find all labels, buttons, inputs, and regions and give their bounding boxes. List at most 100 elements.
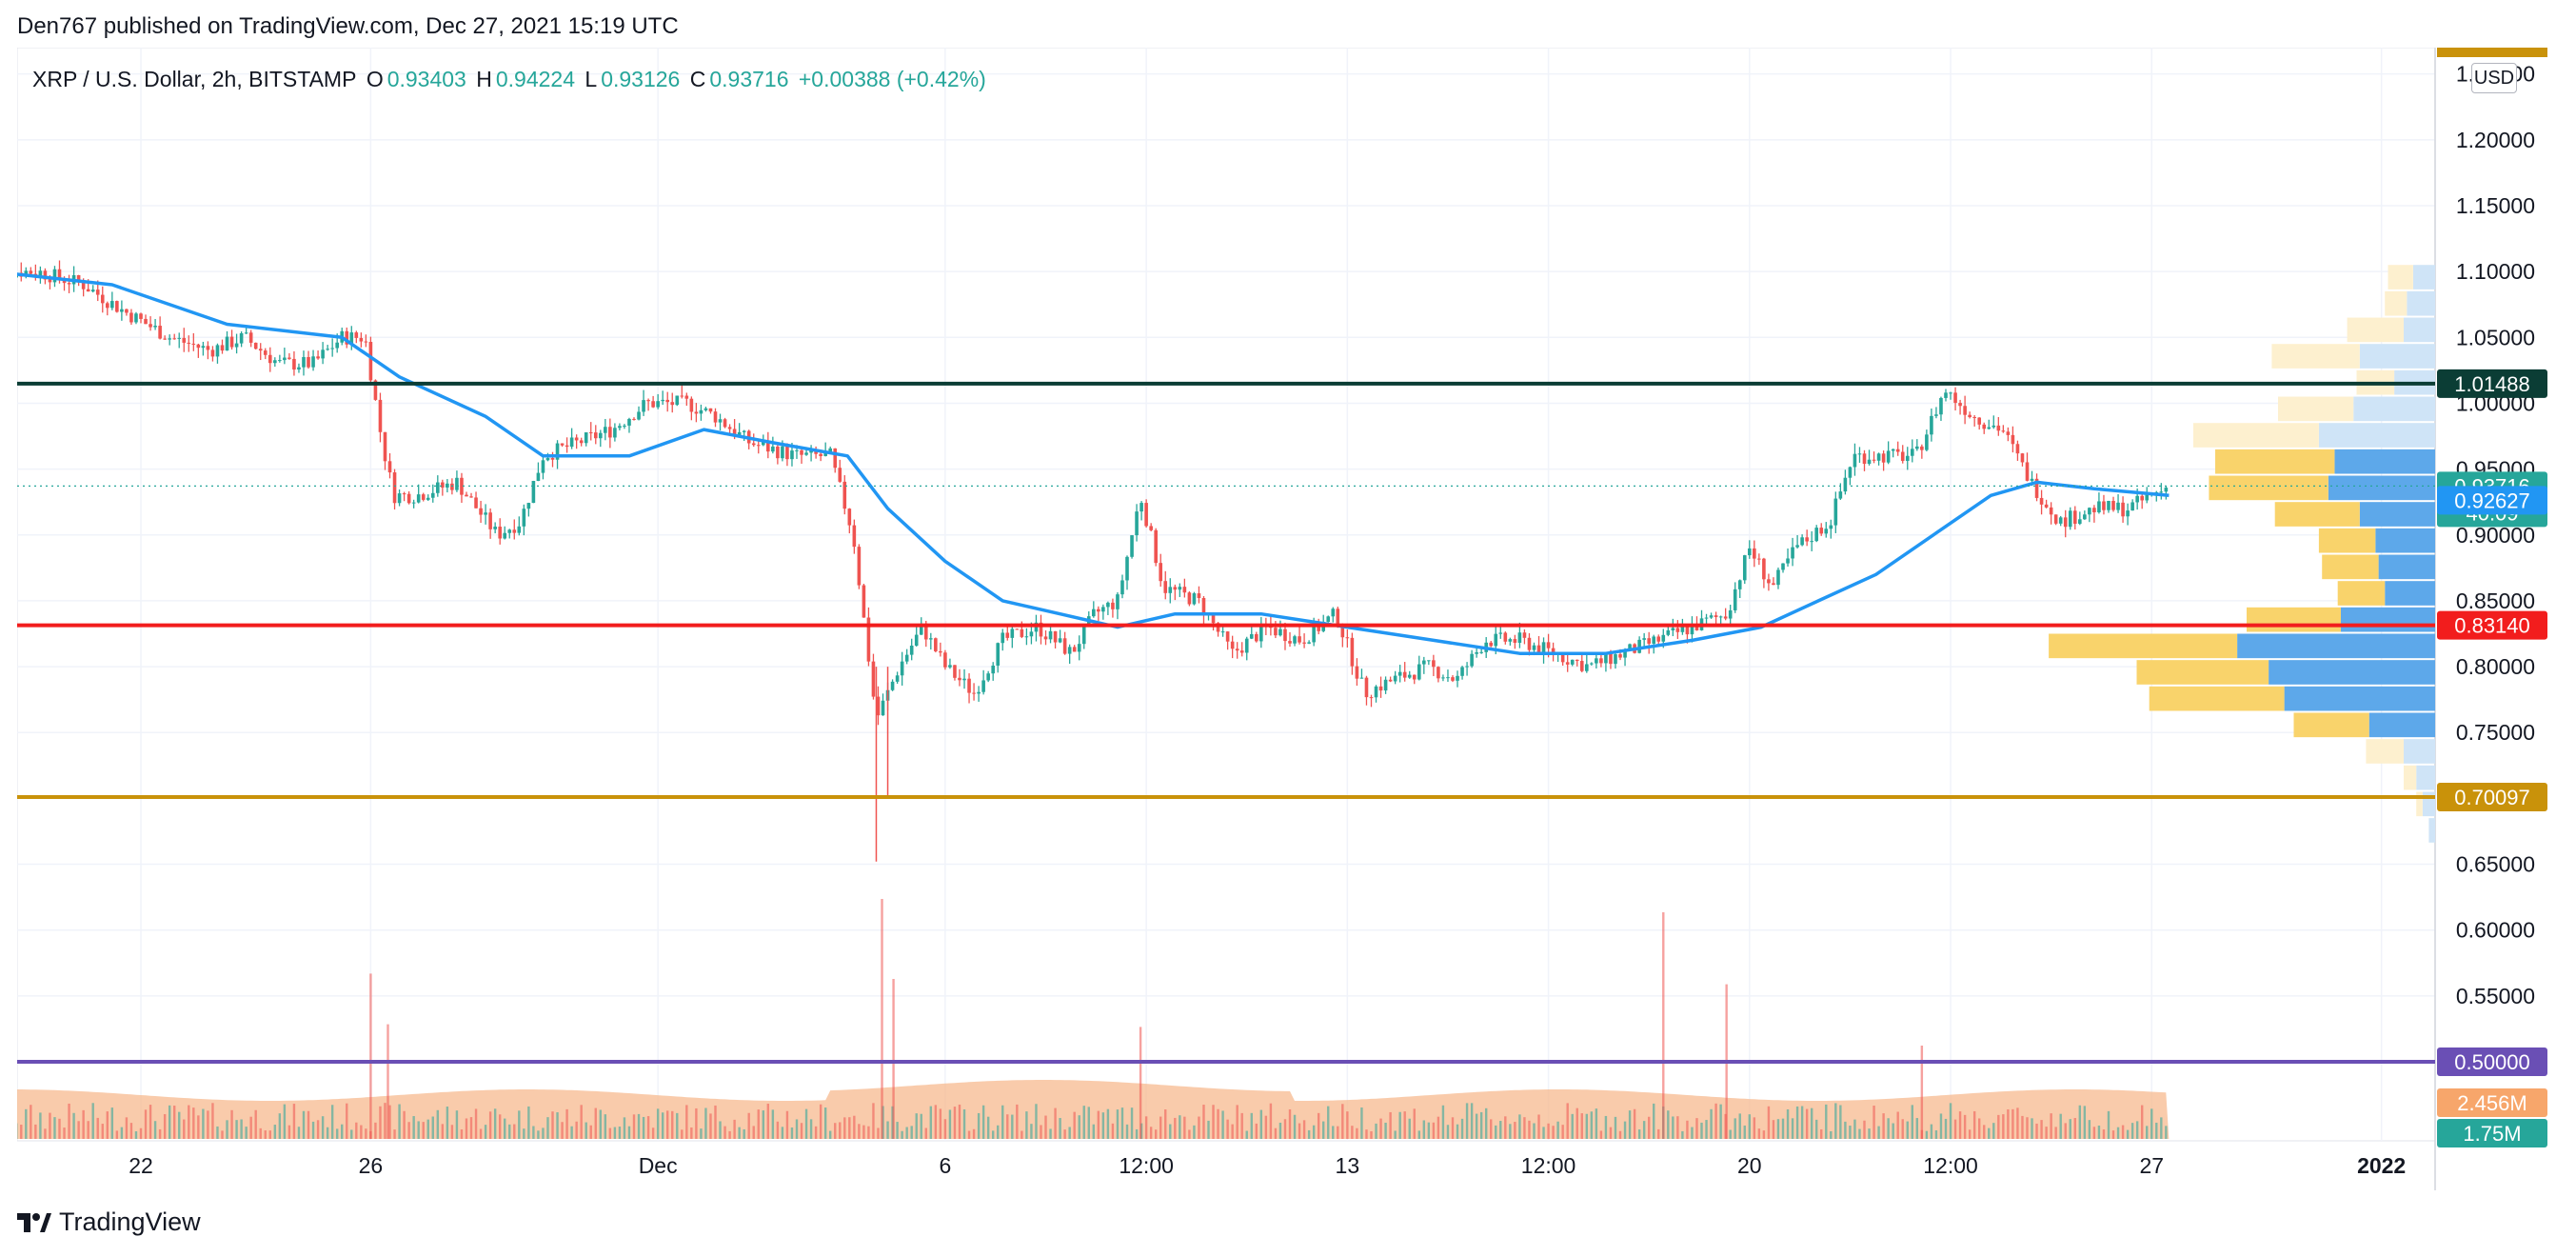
candle-body <box>1135 511 1139 536</box>
candle-body <box>842 481 847 509</box>
volume-bar <box>287 1125 291 1139</box>
currency-button[interactable]: USD <box>2471 63 2517 93</box>
candle-body <box>1374 686 1378 698</box>
volume-bar <box>872 1103 875 1139</box>
candle-body <box>1312 623 1316 643</box>
chart-area[interactable]: 1.250001.200001.150001.100001.050001.000… <box>17 48 2559 1190</box>
candle-body <box>493 527 497 529</box>
volume-bar <box>417 1121 420 1139</box>
candle-body <box>105 303 109 309</box>
candle-body <box>1786 558 1790 564</box>
legend-high: 0.94224 <box>495 67 575 91</box>
volume-bar <box>436 1109 440 1139</box>
volume-bar <box>446 1107 449 1139</box>
volume-bar <box>656 1108 660 1139</box>
candle-body <box>694 411 699 414</box>
y-tick-label: 0.60000 <box>2456 918 2535 943</box>
candle-body <box>1225 631 1230 642</box>
volume-bar <box>183 1119 186 1139</box>
volume-bar <box>1915 1118 1919 1139</box>
volume-bar <box>1082 1106 1085 1139</box>
volume-profile-bar-gold <box>2192 423 2319 448</box>
candle-body <box>100 294 105 304</box>
candle-body <box>1053 630 1058 643</box>
candle-body <box>2092 508 2096 512</box>
volume-bar <box>953 1107 957 1139</box>
volume-bar <box>2011 1108 2014 1139</box>
volume-bar <box>1322 1121 1325 1139</box>
candle-body <box>1077 644 1081 652</box>
ma-price-tag <box>2437 486 2547 515</box>
candle-body <box>1039 622 1043 637</box>
volume-bar <box>192 1107 195 1139</box>
candle-body <box>120 309 124 312</box>
candle-body <box>1479 651 1483 653</box>
volume-bar <box>173 1106 176 1139</box>
candle-body <box>1925 434 1929 450</box>
volume-bar <box>1398 1111 1401 1139</box>
candle-body <box>584 432 588 444</box>
volume-bar <box>2002 1114 2005 1139</box>
volume-bar <box>1130 1107 1134 1139</box>
volume-bar <box>488 1111 492 1139</box>
volume-bar <box>1647 1116 1651 1139</box>
tradingview-logo[interactable]: TradingView <box>17 1207 201 1237</box>
candle-body <box>1642 638 1646 640</box>
candle-body <box>225 336 229 351</box>
volume-bar <box>311 1121 315 1139</box>
candle-body <box>1062 638 1067 654</box>
plot-frame <box>17 48 2436 1142</box>
volume-bar <box>1370 1130 1373 1139</box>
volume-bar <box>920 1113 922 1139</box>
volume-bar <box>2088 1120 2091 1139</box>
volume-bar <box>1695 1118 1698 1139</box>
volume-bar <box>681 1129 684 1139</box>
volume-bar <box>1705 1120 1708 1139</box>
volume-bar <box>551 1111 554 1139</box>
volume-bar <box>188 1105 190 1139</box>
candle-body <box>484 512 487 515</box>
volume-bar <box>565 1108 568 1139</box>
candle-body <box>359 337 364 342</box>
candle-body <box>1666 629 1671 635</box>
candle-body <box>2049 507 2053 515</box>
candle-body <box>838 468 842 482</box>
volume-bar <box>484 1125 487 1139</box>
candle-body <box>1235 648 1239 651</box>
volume-bar <box>1016 1104 1019 1139</box>
volume-bar <box>1820 1128 1823 1139</box>
volume-bar <box>1394 1130 1397 1139</box>
volume-bar <box>1337 1126 1339 1139</box>
candle-body <box>1111 602 1115 609</box>
legend-symbol[interactable]: XRP / U.S. Dollar, 2h, BITSTAMP <box>32 67 357 91</box>
candle-body <box>996 643 1001 666</box>
volume-bar <box>134 1130 138 1139</box>
candle-body <box>866 617 871 662</box>
candle-body <box>307 356 310 368</box>
volume-bar <box>695 1107 698 1139</box>
volume-bar <box>1710 1108 1713 1139</box>
candle-body <box>862 585 866 618</box>
volume-bar <box>2016 1107 2019 1139</box>
volume-bar <box>1245 1130 1248 1139</box>
volume-bar <box>915 1113 918 1139</box>
candle-body <box>953 665 957 678</box>
volume-bar <box>259 1127 262 1139</box>
volume-bar <box>1379 1118 1382 1139</box>
candle-body <box>828 448 832 452</box>
candle-body <box>129 312 133 323</box>
chart-canvas[interactable]: 1.250001.200001.150001.100001.050001.000… <box>17 48 2559 1190</box>
volume-bar <box>278 1113 282 1139</box>
volume-bar <box>1686 1120 1689 1139</box>
volume-bar <box>1020 1130 1023 1139</box>
candle-body <box>943 652 947 668</box>
volume-bar <box>580 1105 583 1139</box>
volume-bar <box>608 1127 612 1139</box>
volume-bar <box>72 1112 75 1139</box>
x-tick-label: 13 <box>1336 1153 1360 1178</box>
candle-body <box>498 527 502 539</box>
volume-bar <box>981 1105 985 1139</box>
candle-body <box>2030 478 2034 481</box>
candle-body <box>48 279 52 283</box>
candle-body <box>1201 598 1206 616</box>
